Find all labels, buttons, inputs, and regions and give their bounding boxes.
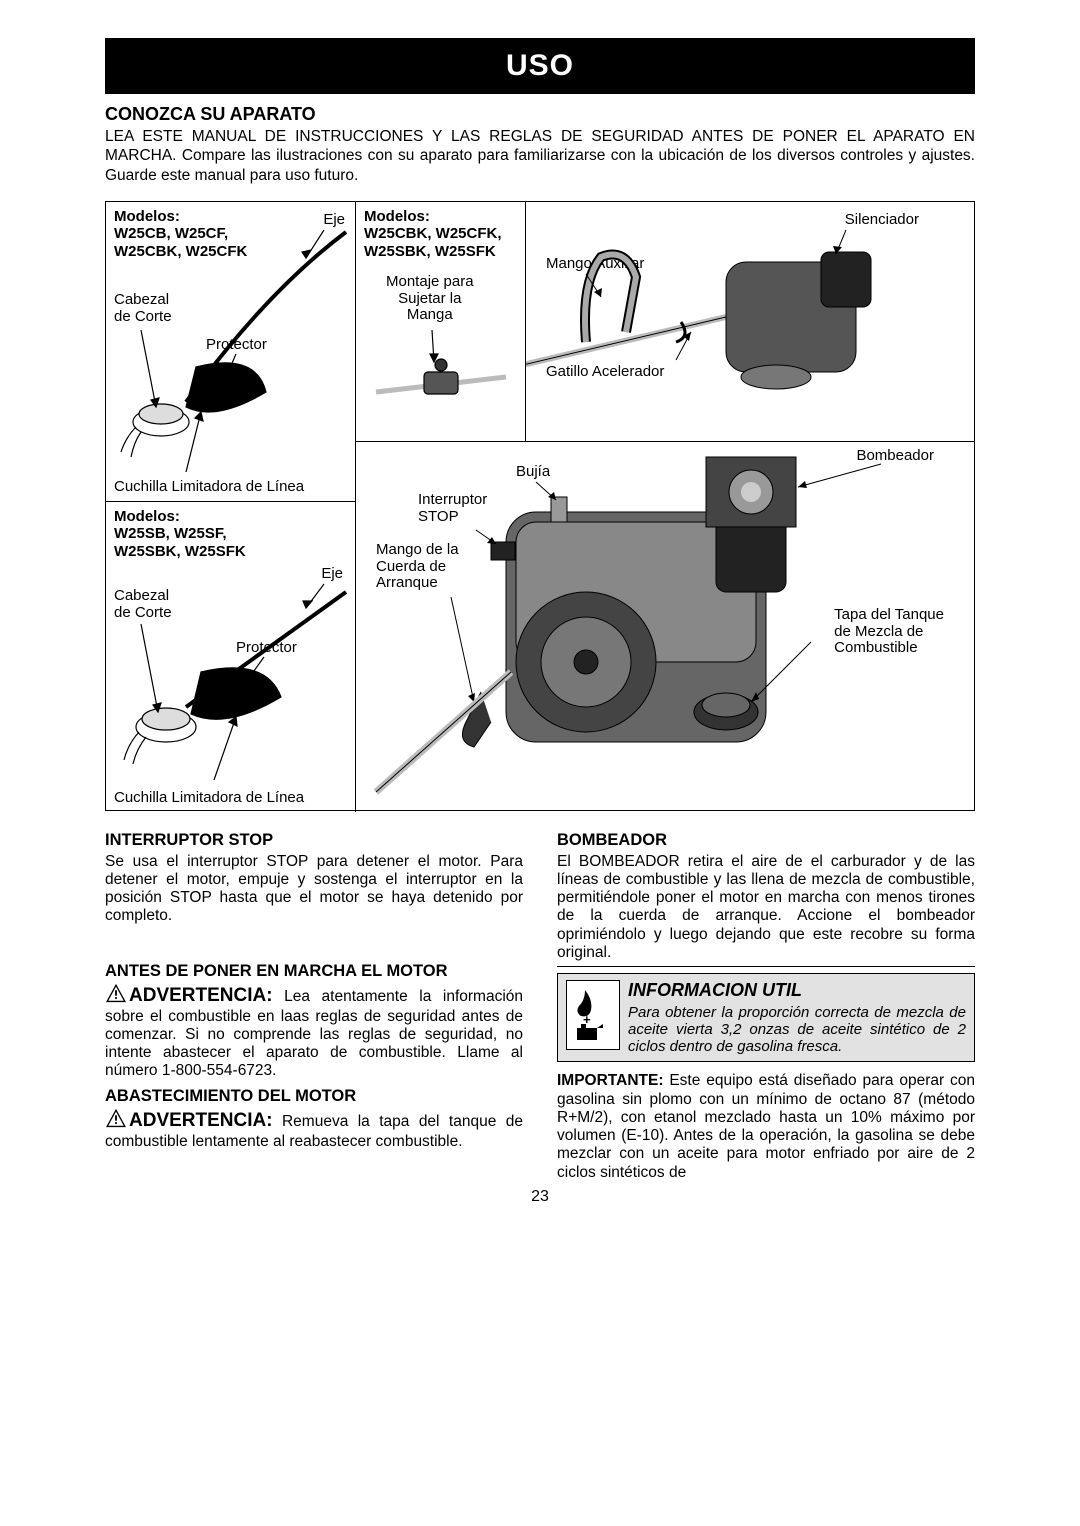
oil-gas-icon: + [566, 980, 620, 1050]
left-column: INTERRUPTOR STOP Se usa el interruptor S… [105, 825, 523, 1182]
right-h1: BOMBEADOR [557, 831, 975, 850]
left-p1: Se usa el interruptor STOP para detener … [105, 853, 523, 926]
cell-a-sketch [106, 202, 356, 502]
diagram-grid: Modelos: W25CB, W25CF, W25CBK, W25CFK Ej… [105, 201, 975, 811]
cell-c-sketch [526, 202, 974, 442]
info-text: Para obtener la proporción correcta de m… [628, 1004, 966, 1056]
warning-icon [105, 983, 127, 1003]
left-warn2-block: ADVERTENCIA: Lea atentamente la informac… [105, 983, 523, 1081]
info-box: + INFORMACION UTIL Para obtener la propo… [557, 973, 975, 1062]
left-h3: ABASTECIMIENTO DEL MOTOR [105, 1087, 523, 1106]
warning-icon [105, 1108, 127, 1128]
diagram-cell-c: Silenciador Mango Auxiliar Gatillo Acele… [526, 202, 974, 442]
diagram-cell-a: Modelos: W25CB, W25CF, W25CBK, W25CFK Ej… [106, 202, 356, 502]
right-p1: El BOMBEADOR retira el aire de el carbur… [557, 853, 975, 963]
info-title: INFORMACION UTIL [628, 980, 966, 1001]
left-h2: ANTES DE PONER EN MARCHA EL MOTOR [105, 962, 523, 981]
left-warn2-label: ADVERTENCIA: [129, 985, 273, 1006]
intro-text: LEA ESTE MANUAL DE INSTRUCCIONES Y LAS R… [105, 127, 975, 185]
title-bar: USO [105, 38, 975, 94]
right-important: IMPORTANTE: Este equipo está diseñado pa… [557, 1072, 975, 1182]
diagram-cell-e: Bombeador Bujía Interruptor STOP Mango d… [356, 442, 974, 812]
cell-e-sketch [356, 442, 974, 812]
right-column: BOMBEADOR El BOMBEADOR retira el aire de… [557, 825, 975, 1182]
diagram-cell-d: Modelos: W25SB, W25SF, W25SBK, W25SFK Ej… [106, 502, 356, 812]
left-warn3-label: ADVERTENCIA: [129, 1110, 273, 1131]
divider [557, 966, 975, 967]
cell-d-sketch [106, 502, 356, 812]
diagram-cell-b: Modelos: W25CBK, W25CFK, W25SBK, W25SFK … [356, 202, 526, 442]
page-number: 23 [105, 1188, 975, 1206]
left-warn3-block: ADVERTENCIA: Remueva la tapa del tanque … [105, 1108, 523, 1151]
intro-heading: CONOZCA SU APARATO [105, 104, 975, 125]
important-label: IMPORTANTE: [557, 1072, 663, 1089]
page-root: USO CONOZCA SU APARATO LEA ESTE MANUAL D… [105, 0, 975, 1206]
cell-b-sketch [356, 202, 526, 442]
left-h1: INTERRUPTOR STOP [105, 831, 523, 850]
text-columns: INTERRUPTOR STOP Se usa el interruptor S… [105, 825, 975, 1182]
